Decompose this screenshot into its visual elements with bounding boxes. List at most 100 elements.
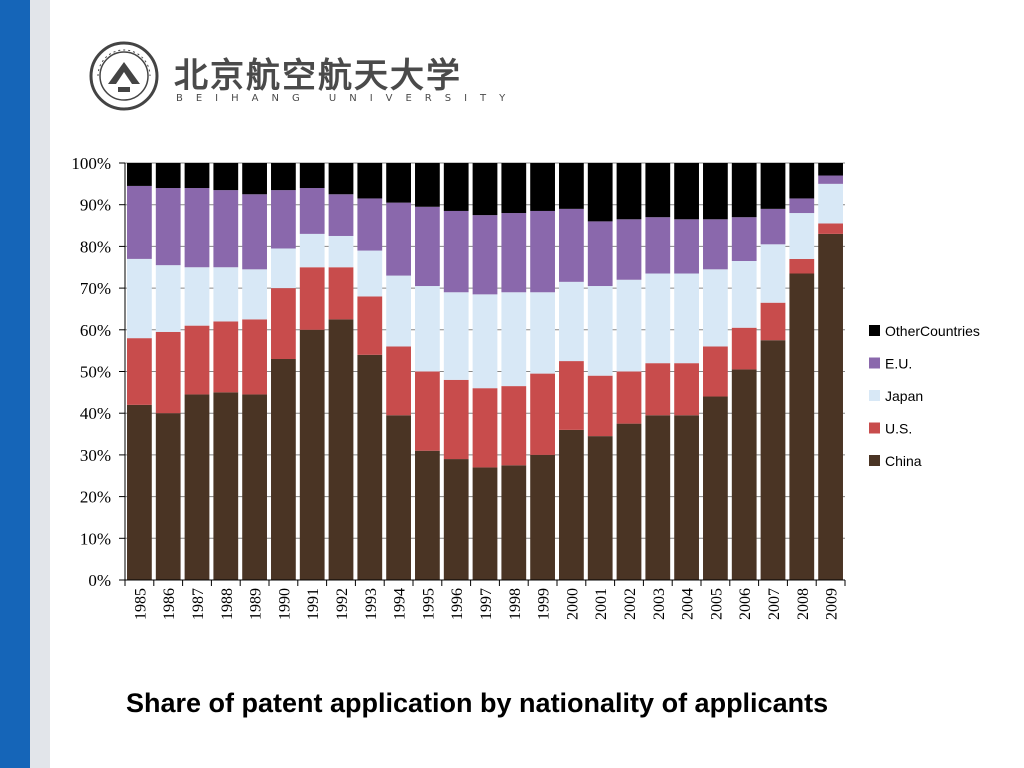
bar-1985-eu [127, 185, 152, 259]
bar-1987-japan [184, 267, 210, 326]
bar-1989-eu [242, 194, 267, 270]
x-axis-ticks: 1985 1986 1987 1988 1989 1990 1991 1992 1993 1994… [124, 580, 846, 620]
x-tick-label: 1987 [190, 588, 207, 620]
y-tick-label: 50% [80, 363, 111, 382]
bar-1998-china [501, 465, 527, 580]
bar-1993-japan [357, 250, 383, 297]
bar-1986-us [155, 331, 181, 414]
x-tick-label: 1993 [363, 588, 380, 620]
x-tick-label: 2008 [795, 588, 812, 620]
bar-1998-japan [501, 292, 527, 387]
bar-1992-othercountries [328, 163, 354, 195]
bar-1998-us [501, 386, 527, 466]
x-tick-label: 1990 [276, 588, 293, 620]
bar-1985-japan [127, 258, 152, 339]
x-tick-label: 1985 [132, 588, 149, 620]
bar-2005-eu [703, 219, 728, 270]
bar-2003-eu [645, 217, 671, 274]
bar-2005-othercountries [703, 163, 728, 220]
bar-1999-othercountries [530, 163, 555, 211]
chart-legend: OtherCountries E.U. Japan U.S. China [869, 323, 980, 469]
bar-1991-japan [299, 233, 325, 268]
legend-label-othercountries: OtherCountries [885, 323, 980, 339]
x-tick-label: 1998 [507, 588, 524, 620]
bar-1990-eu [271, 190, 296, 249]
bar-2000-othercountries [559, 163, 584, 209]
bar-2002-othercountries [616, 163, 642, 220]
bar-2009-china [818, 233, 843, 580]
bar-1987-eu [184, 188, 210, 268]
bar-1988-eu [213, 190, 239, 268]
bar-2009-japan [818, 183, 843, 224]
y-tick-label: 60% [80, 321, 111, 340]
bar-1988-us [213, 321, 239, 393]
bar-1991-china [299, 329, 325, 580]
x-tick-label: 2000 [564, 588, 581, 620]
bar-1995-japan [415, 286, 440, 372]
bar-1997-japan [472, 294, 498, 389]
bar-1989-japan [242, 269, 267, 320]
bar-1986-china [155, 413, 181, 580]
x-tick-label: 1996 [449, 588, 466, 620]
x-tick-label: 1995 [420, 588, 437, 620]
bar-1989-us [242, 319, 267, 395]
bar-1995-us [415, 371, 440, 451]
bar-1989-china [242, 394, 267, 580]
bar-2008-china [789, 273, 815, 580]
bar-1988-japan [213, 267, 239, 322]
x-tick-label: 2002 [622, 588, 639, 620]
university-seal-icon [89, 41, 159, 111]
bar-2004-othercountries [674, 163, 699, 220]
bar-1992-eu [328, 194, 354, 236]
bar-1993-othercountries [357, 163, 383, 199]
bar-1996-eu [443, 210, 469, 293]
patent-share-chart: 0%10%20%30%40%50%60%70%80%90%100% 1985 19… [71, 154, 980, 620]
bar-2003-othercountries [645, 163, 671, 218]
bar-2005-japan [703, 269, 728, 347]
bar-2007-eu [760, 208, 786, 245]
bar-2001-othercountries [587, 163, 613, 222]
x-tick-label: 2003 [651, 588, 668, 620]
x-tick-label: 1989 [248, 588, 265, 620]
y-axis-ticks: 0% 10% 20% 30% 40% 50% 60% 70% 80% 90% 100% [71, 154, 125, 590]
y-tick-label: 0% [88, 571, 111, 590]
legend-swatch-eu [869, 357, 880, 369]
bar-1998-othercountries [501, 163, 527, 214]
bar-1996-japan [443, 292, 469, 380]
x-tick-label: 1994 [392, 588, 409, 620]
bar-1986-japan [155, 265, 181, 332]
bar-2002-china [616, 423, 642, 580]
x-tick-label: 1986 [161, 588, 178, 620]
bar-2007-othercountries [760, 163, 786, 209]
bar-1988-china [213, 392, 239, 580]
bar-2008-japan [789, 213, 815, 259]
bar-2005-us [703, 346, 728, 397]
legend-swatch-china [869, 455, 880, 466]
university-name-cn: 北京航空航天大学 [174, 56, 462, 96]
bar-2001-japan [587, 286, 613, 376]
x-tick-label: 1999 [536, 588, 553, 620]
bar-1988-othercountries [213, 163, 239, 191]
bar-1996-us [443, 379, 469, 460]
y-tick-label: 80% [80, 237, 111, 256]
y-tick-label: 90% [80, 196, 111, 215]
bar-1990-china [271, 358, 296, 580]
bar-2006-china [731, 369, 757, 580]
bar-2005-china [703, 396, 728, 580]
x-tick-label: 2004 [680, 588, 697, 620]
bar-1992-japan [328, 235, 354, 268]
bar-2002-japan [616, 279, 642, 372]
x-tick-label: 2006 [737, 588, 754, 620]
bar-2006-japan [731, 260, 757, 328]
bar-2003-us [645, 363, 671, 416]
legend-label-eu: E.U. [885, 356, 912, 372]
bar-2003-china [645, 415, 671, 580]
x-tick-label: 1992 [334, 588, 351, 620]
legend-swatch-japan [869, 390, 880, 401]
bar-2002-us [616, 371, 642, 424]
bar-1991-eu [299, 188, 325, 234]
bar-2008-eu [789, 198, 815, 214]
side-bar-gray [30, 0, 50, 768]
bar-2007-japan [760, 244, 786, 303]
bar-2004-us [674, 363, 699, 416]
